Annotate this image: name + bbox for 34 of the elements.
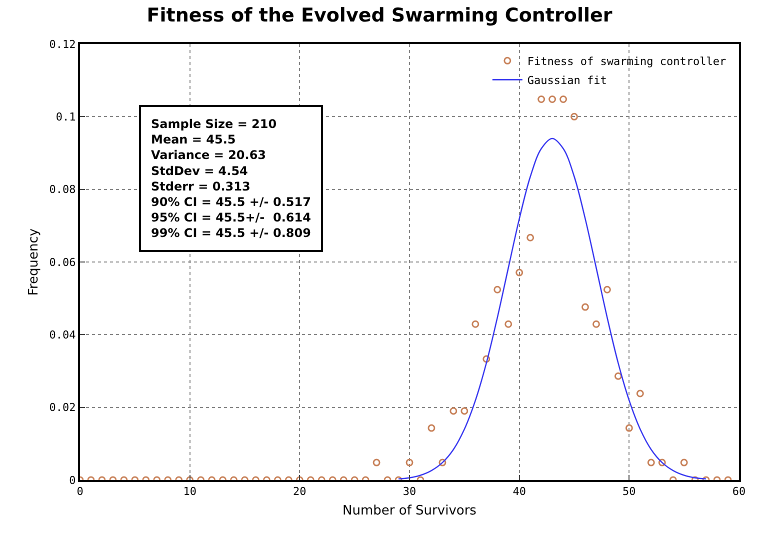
x-tick-label: 60 xyxy=(732,485,746,498)
point xyxy=(504,320,512,328)
x-axis-title: Number of Survivors xyxy=(342,503,477,518)
point xyxy=(592,320,600,328)
point xyxy=(516,268,524,276)
y-tick-label: 0 xyxy=(69,474,76,487)
point xyxy=(472,320,480,328)
annotation: Sample Size = 210 Mean = 45.5 Variance = 20.63 StdDev = 4.54 Stderr = 0.313 90% CI = 45.5 +/- 0.517 95% CI = 45.5+/- 0.614 99% CI = 45.5 +/- 0.809 xyxy=(151,117,311,240)
x-tick-label: 10 xyxy=(183,485,196,498)
x-tick-label: 50 xyxy=(622,485,636,498)
legend-label: Gaussian fit xyxy=(527,74,607,87)
chart-title: Fitness of the Evolved Swarming Controller xyxy=(146,4,613,26)
x-tick-label: 20 xyxy=(293,485,306,498)
point xyxy=(625,424,633,432)
y-tick-label: 0.04 xyxy=(49,328,76,342)
y-tick-label: 0.02 xyxy=(49,401,76,414)
point xyxy=(614,372,622,380)
point xyxy=(526,234,534,242)
point xyxy=(482,355,490,363)
point xyxy=(460,407,468,415)
point xyxy=(494,286,502,294)
point xyxy=(450,407,458,415)
x-tick-label: 30 xyxy=(402,485,416,498)
y-axis-title: Frequency xyxy=(26,228,42,296)
point xyxy=(581,303,589,311)
legend-label: Fitness of swarming controller xyxy=(527,54,726,68)
y-tick-label: 0.06 xyxy=(49,256,76,269)
point xyxy=(603,286,611,294)
point xyxy=(636,390,644,398)
x-tick-label: 40 xyxy=(512,485,526,498)
y-tick-label: 0.1 xyxy=(56,110,76,124)
point xyxy=(428,424,436,432)
y-tick-label: 0.08 xyxy=(49,183,76,196)
y-tick-label: 0.12 xyxy=(49,38,76,51)
